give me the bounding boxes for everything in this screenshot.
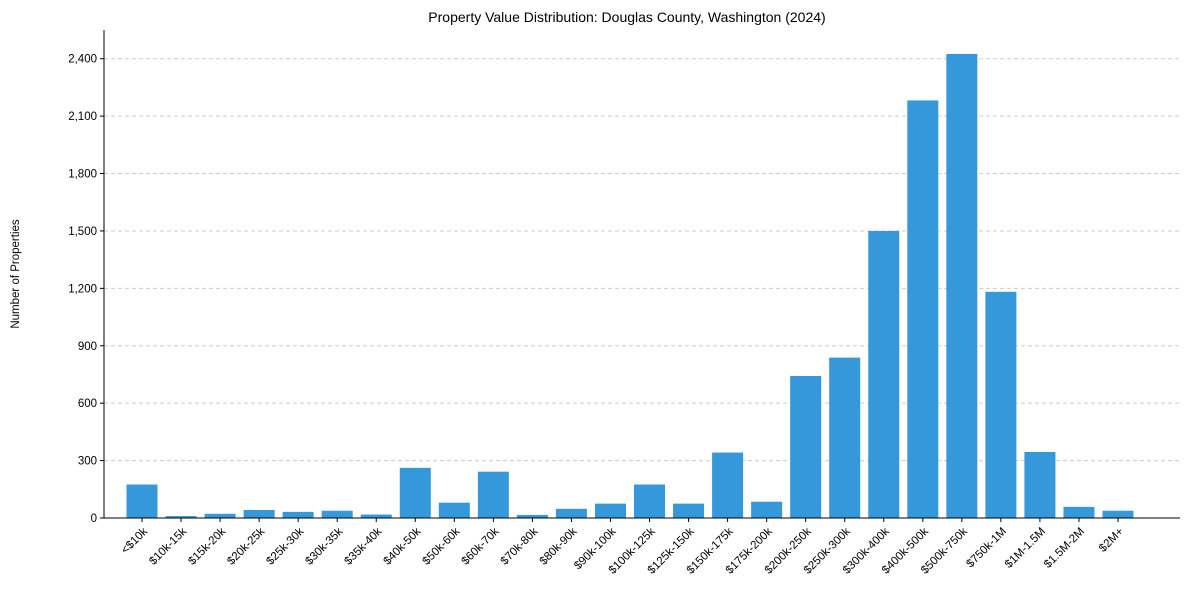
bar [1063,506,1095,518]
x-tick-label: $40k-50k [381,525,423,567]
bar [555,508,587,518]
x-tick-label: $1.5M-2M [1042,526,1087,571]
x-tick-label: $70k-80k [499,525,541,567]
y-axis-ticks: 0 300 600 900 1,200 1,500 1,800 2,100 2,400 [68,54,104,525]
x-tick-label: $50k-60k [421,525,463,567]
bar [946,53,978,518]
bar [399,467,431,518]
x-tick-label: $60k-70k [460,525,502,567]
bar [673,503,705,518]
y-tick-label: 600 [78,398,97,410]
x-tick-label: $25k-30k [264,525,306,567]
y-tick-label: 1,500 [68,226,97,238]
bar [712,452,744,518]
bars [126,53,1134,519]
x-tick-label: $10k-15k [147,525,189,567]
bar [321,510,353,518]
bar [438,502,470,518]
bar [829,357,861,518]
x-tick-label: $1M-1.5M [1003,526,1048,571]
x-tick-label: $35k-40k [342,525,384,567]
x-tick-label: $15k-20k [186,525,228,567]
bar [360,514,392,518]
y-axis-label: Number of Properties [10,219,22,329]
bar [907,100,939,518]
y-tick-label: 2,100 [68,111,97,123]
bar [985,291,1017,518]
chart-title: Property Value Distribution: Douglas Cou… [428,9,825,25]
bar [868,230,900,519]
bar [282,511,314,518]
x-tick-label: $750k-1M [964,526,1009,571]
y-tick-label: 900 [78,341,97,353]
bar [790,376,822,518]
bar [165,516,197,518]
bar [477,471,509,518]
x-tick-label: $30k-35k [303,525,345,567]
bar [126,484,158,518]
bar [634,484,666,518]
y-tick-label: 1,800 [68,169,97,181]
x-tick-label: $20k-25k [225,525,267,567]
bar [204,513,236,518]
y-tick-label: 300 [78,456,97,468]
y-tick-label: 1,200 [68,283,97,295]
bar [516,514,548,518]
bar [1102,510,1134,518]
bar [1024,451,1056,518]
bar [751,501,783,518]
y-tick-label: 0 [91,513,97,525]
x-tick-label: $2M+ [1097,525,1126,554]
y-tick-label: 2,400 [68,54,97,66]
x-axis-ticks: <$10k$10k-15k$15k-20k$20k-25k$25k-30k$30… [119,518,1126,577]
grid-lines [104,58,1180,462]
x-tick-label: <$10k [119,525,150,556]
bar [594,503,626,518]
bar [243,509,275,518]
